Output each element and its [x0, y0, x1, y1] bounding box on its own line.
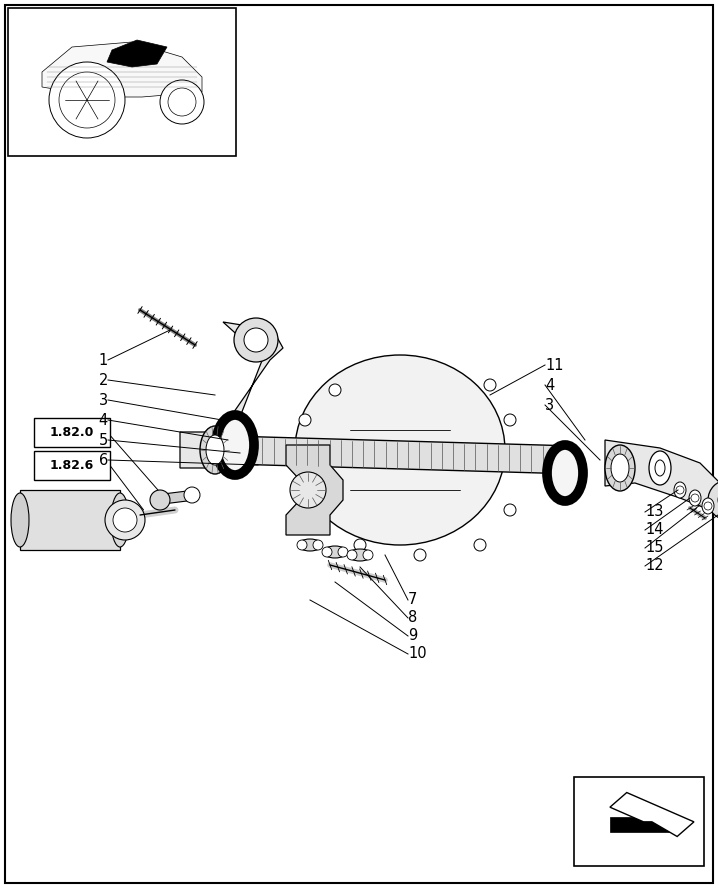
Circle shape — [338, 547, 348, 557]
Text: 3: 3 — [99, 392, 108, 408]
Circle shape — [234, 318, 278, 362]
Ellipse shape — [649, 451, 671, 485]
Text: 10: 10 — [408, 646, 426, 662]
Text: 8: 8 — [408, 611, 417, 625]
Circle shape — [244, 328, 268, 352]
Text: 1: 1 — [99, 353, 108, 368]
Polygon shape — [610, 792, 694, 836]
Text: 14: 14 — [645, 522, 663, 537]
Text: 3: 3 — [545, 398, 554, 413]
Polygon shape — [42, 42, 202, 97]
Text: 11: 11 — [545, 358, 564, 372]
Bar — [34, 418, 110, 447]
Circle shape — [314, 504, 326, 516]
Polygon shape — [107, 40, 167, 67]
Circle shape — [347, 550, 357, 560]
Circle shape — [414, 549, 426, 561]
Circle shape — [322, 547, 332, 557]
Bar — [8, 8, 236, 156]
Circle shape — [676, 486, 684, 494]
Polygon shape — [230, 436, 575, 474]
Polygon shape — [286, 445, 343, 535]
Circle shape — [150, 490, 170, 510]
Ellipse shape — [11, 493, 29, 547]
Ellipse shape — [702, 498, 714, 514]
Text: 13: 13 — [645, 504, 663, 519]
Circle shape — [113, 508, 137, 532]
Text: 9: 9 — [408, 629, 417, 644]
Circle shape — [105, 500, 145, 540]
Circle shape — [504, 414, 516, 426]
Text: 7: 7 — [408, 592, 417, 607]
Ellipse shape — [348, 549, 372, 561]
Circle shape — [59, 72, 115, 128]
Ellipse shape — [605, 445, 635, 491]
Text: 1.82.6: 1.82.6 — [50, 459, 94, 472]
Polygon shape — [180, 322, 283, 468]
Polygon shape — [610, 817, 677, 831]
Polygon shape — [605, 440, 718, 510]
Ellipse shape — [216, 415, 254, 475]
Circle shape — [354, 539, 366, 551]
Text: 15: 15 — [645, 541, 663, 556]
Circle shape — [297, 540, 307, 550]
Circle shape — [329, 384, 341, 396]
Circle shape — [294, 464, 306, 476]
Text: 5: 5 — [99, 432, 108, 448]
Circle shape — [49, 62, 125, 138]
Circle shape — [708, 480, 718, 520]
Ellipse shape — [611, 454, 629, 482]
Text: 4: 4 — [545, 377, 554, 392]
Circle shape — [299, 414, 311, 426]
Ellipse shape — [111, 493, 129, 547]
Polygon shape — [20, 490, 120, 550]
Circle shape — [184, 487, 200, 503]
Ellipse shape — [674, 482, 686, 498]
Text: 6: 6 — [99, 453, 108, 467]
Text: 2: 2 — [98, 372, 108, 387]
Circle shape — [704, 502, 712, 510]
Ellipse shape — [689, 490, 701, 506]
Circle shape — [484, 379, 496, 391]
Ellipse shape — [200, 426, 230, 474]
Ellipse shape — [295, 355, 505, 545]
Circle shape — [160, 80, 204, 124]
Text: 1.82.0: 1.82.0 — [50, 426, 94, 439]
Circle shape — [313, 540, 323, 550]
Circle shape — [363, 550, 373, 560]
Ellipse shape — [206, 435, 224, 465]
Ellipse shape — [655, 460, 665, 476]
Polygon shape — [155, 490, 195, 505]
Bar — [574, 777, 704, 866]
Circle shape — [474, 539, 486, 551]
Ellipse shape — [298, 539, 322, 551]
Ellipse shape — [547, 445, 583, 501]
Circle shape — [168, 88, 196, 116]
Text: 4: 4 — [99, 413, 108, 427]
Circle shape — [504, 504, 516, 516]
Ellipse shape — [323, 546, 347, 558]
Bar — [34, 451, 110, 480]
Circle shape — [290, 472, 326, 508]
Text: 12: 12 — [645, 559, 663, 574]
Circle shape — [691, 494, 699, 502]
